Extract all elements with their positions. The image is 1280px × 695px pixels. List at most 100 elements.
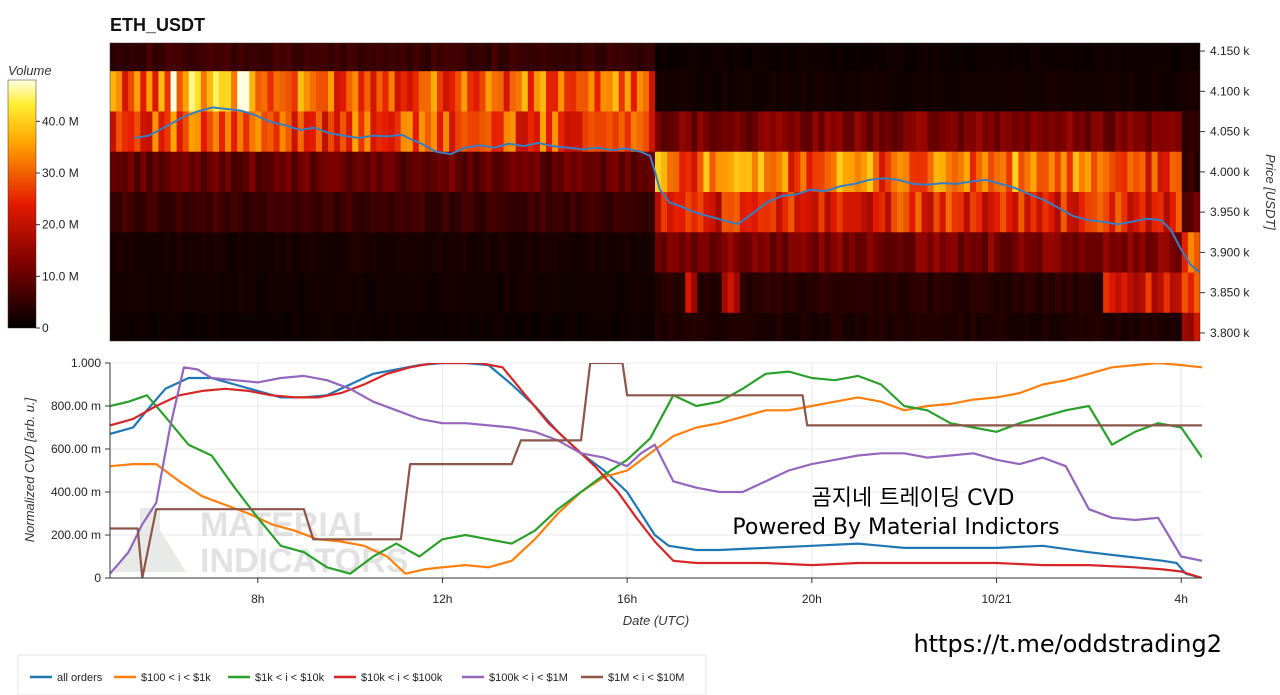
heatmap-cell: [618, 312, 626, 341]
heatmap-cell: [1109, 192, 1116, 233]
heatmap-cell: [903, 232, 910, 273]
heatmap-cell: [588, 71, 596, 112]
heatmap-cell: [485, 71, 493, 112]
heatmap-cell: [1024, 111, 1032, 153]
heatmap-cell: [636, 111, 644, 153]
heatmap-cell: [764, 272, 771, 314]
telegram-link[interactable]: https://t.me/oddstrading2: [913, 630, 1222, 658]
heatmap-cell: [110, 71, 117, 112]
heatmap-cell: [1018, 43, 1025, 72]
heatmap-cell: [957, 312, 965, 341]
heatmap-cell: [1127, 312, 1134, 341]
heatmap-cell: [975, 192, 983, 233]
heatmap-cell: [340, 232, 347, 273]
heatmap-cell: [1097, 232, 1104, 273]
heatmap-cell: [933, 232, 941, 273]
heatmap-cell: [479, 232, 487, 273]
heatmap-cell: [933, 111, 941, 153]
heatmap-cell: [860, 312, 868, 341]
heatmap-cell: [764, 232, 771, 273]
heatmap-cell: [364, 151, 371, 193]
heatmap-cell: [412, 232, 420, 273]
heatmap-cell: [618, 111, 626, 153]
heatmap-cell: [533, 192, 541, 233]
heatmap-cell: [134, 192, 141, 233]
heatmap-cell: [709, 232, 717, 273]
heatmap-cell: [527, 192, 535, 233]
heatmap-cell: [382, 272, 390, 314]
heatmap-cell: [285, 232, 293, 273]
heatmap-cell: [673, 43, 680, 72]
heatmap-cell: [249, 192, 256, 233]
heatmap-cell: [691, 111, 698, 153]
heatmap-cell: [782, 232, 789, 273]
heatmap-cell: [443, 272, 450, 314]
heatmap-cell: [1175, 192, 1183, 233]
heatmap-cell: [515, 43, 523, 72]
heatmap-cell: [200, 151, 208, 193]
heatmap-cell: [988, 232, 995, 273]
heatmap-cell: [140, 151, 147, 193]
heatmap-cell: [1054, 272, 1062, 314]
heatmap-cell: [673, 192, 680, 233]
heatmap-cell: [636, 151, 644, 193]
heatmap-cell: [515, 312, 523, 341]
heatmap-cell: [152, 71, 160, 112]
heatmap-cell: [334, 232, 341, 273]
heatmap-cell: [564, 71, 571, 112]
heatmap-cell: [164, 151, 172, 193]
heatmap-cell: [951, 111, 959, 153]
heatmap-cell: [200, 312, 208, 341]
heatmap-cell: [388, 312, 396, 341]
heatmap-cell: [237, 43, 244, 72]
heatmap-cell: [1127, 111, 1134, 153]
heatmap-cell: [1048, 43, 1056, 72]
heatmap-cell: [509, 312, 517, 341]
heatmap-cell: [140, 272, 147, 314]
heatmap-cell: [873, 43, 880, 72]
heatmap-cell: [661, 71, 668, 112]
heatmap-cell: [770, 272, 777, 314]
heatmap-cell: [509, 111, 517, 153]
heatmap-cell: [703, 272, 711, 314]
heatmap-cell: [231, 232, 238, 273]
heatmap-cell: [661, 43, 668, 72]
heatmap-cell: [848, 43, 856, 72]
heatmap-cell: [212, 272, 220, 314]
heatmap-cell: [1139, 111, 1147, 153]
heatmap-cell: [842, 111, 850, 153]
heatmap-cell: [297, 151, 305, 193]
heatmap-cell: [842, 232, 850, 273]
heatmap-cell: [1072, 232, 1080, 273]
heatmap-cell: [1115, 272, 1122, 314]
heatmap-cell: [303, 272, 311, 314]
heatmap-cell: [1000, 192, 1007, 233]
heatmap-cell: [703, 232, 711, 273]
colorbar-tick-label: 20.0 M: [42, 218, 79, 232]
heatmap-cell: [873, 111, 880, 153]
heatmap-cell: [1066, 272, 1074, 314]
heatmap-cell: [588, 43, 596, 72]
heatmap-cell: [1072, 312, 1080, 341]
heatmap-cell: [461, 192, 468, 233]
heatmap-cell: [485, 192, 493, 233]
heatmap-cell: [812, 232, 820, 273]
heatmap-cell: [818, 192, 826, 233]
heatmap-cell: [152, 43, 160, 72]
heatmap-cell: [945, 151, 953, 193]
heatmap-cell: [564, 111, 571, 153]
heatmap-cell: [1103, 43, 1110, 72]
heatmap-cell: [842, 192, 850, 233]
heatmap-cell: [273, 71, 281, 112]
heatmap-cell: [273, 111, 281, 153]
heatmap-cell: [533, 312, 541, 341]
heatmap-cell: [594, 272, 602, 314]
heatmap-cell: [116, 43, 123, 72]
heatmap-cell: [164, 43, 172, 72]
heatmap-cell: [1103, 111, 1110, 153]
heatmap-cell: [418, 111, 426, 153]
heatmap-cell: [933, 151, 941, 193]
heatmap-cell: [594, 192, 602, 233]
heatmap-cell: [751, 272, 759, 314]
heatmap-cell: [994, 71, 1001, 112]
